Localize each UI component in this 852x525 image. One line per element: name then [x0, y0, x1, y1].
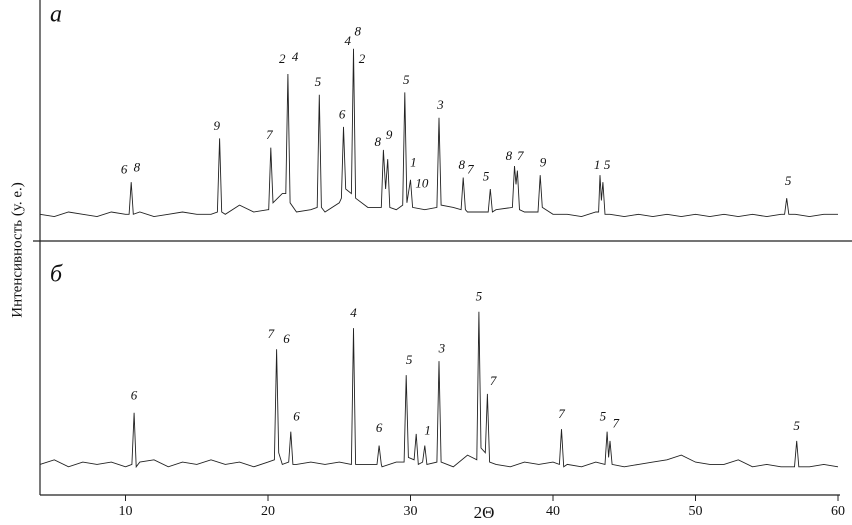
peak-label: 7 [266, 127, 273, 142]
xrd-trace [39, 311, 839, 469]
peak-label: 6 [131, 387, 138, 402]
x-tick-label: 30 [404, 504, 418, 519]
peak-label: 7 [558, 406, 565, 421]
peak-label: 5 [476, 289, 483, 304]
peak-label: 6 [121, 162, 128, 177]
peak-label: 3 [438, 340, 446, 355]
y-axis-label: Интенсивность (у. е.) [9, 182, 25, 317]
peak-label: 5 [406, 352, 413, 367]
peak-label: 6 [283, 331, 290, 346]
peak-label: 8 [374, 134, 381, 149]
peak-label: 9 [540, 155, 547, 170]
x-tick-label: 60 [831, 504, 845, 519]
peak-label: 4 [345, 33, 352, 48]
peak-label: 8 [506, 148, 513, 163]
x-tick-label: 40 [546, 504, 560, 519]
peak-label: 5 [785, 173, 792, 188]
peak-label: 5 [604, 157, 611, 172]
peak-label: 5 [600, 408, 607, 423]
peak-label: 7 [268, 326, 275, 341]
peak-label: 9 [213, 118, 220, 133]
peak-label: 7 [490, 373, 497, 388]
peak-label: 5 [315, 74, 322, 89]
peak-label: 6 [293, 408, 300, 423]
peak-label: 3 [436, 97, 444, 112]
peak-label: 1 [424, 423, 431, 438]
peak-label: 6 [339, 106, 346, 121]
x-tick-label: 20 [261, 504, 275, 519]
x-tick-label: 50 [689, 504, 703, 519]
peak-label: 8 [134, 159, 141, 174]
peak-label: 5 [403, 72, 410, 87]
peak-label: 1 [594, 157, 601, 172]
peak-label: 2 [279, 51, 286, 66]
peak-label: 2 [359, 51, 366, 66]
peak-label: 7 [467, 162, 474, 177]
peak-label: 7 [517, 148, 524, 163]
panel-label: б [50, 262, 63, 288]
xrd-trace [39, 48, 838, 218]
peak-label: 8 [355, 24, 362, 39]
peak-label: 6 [376, 420, 383, 435]
peak-label: 8 [459, 157, 466, 172]
peak-label: 5 [483, 168, 490, 183]
peak-label: 5 [793, 418, 800, 433]
peak-label: 7 [612, 415, 619, 430]
peak-label: 1 [410, 155, 417, 170]
peak-label: 10 [415, 175, 429, 190]
x-tick-label: 10 [119, 504, 133, 519]
x-axis-label: 2Θ [474, 503, 495, 522]
peak-label: 4 [350, 305, 357, 320]
panel-label: а [50, 2, 62, 28]
peak-label: 9 [386, 127, 393, 142]
peak-label: 4 [292, 49, 299, 64]
